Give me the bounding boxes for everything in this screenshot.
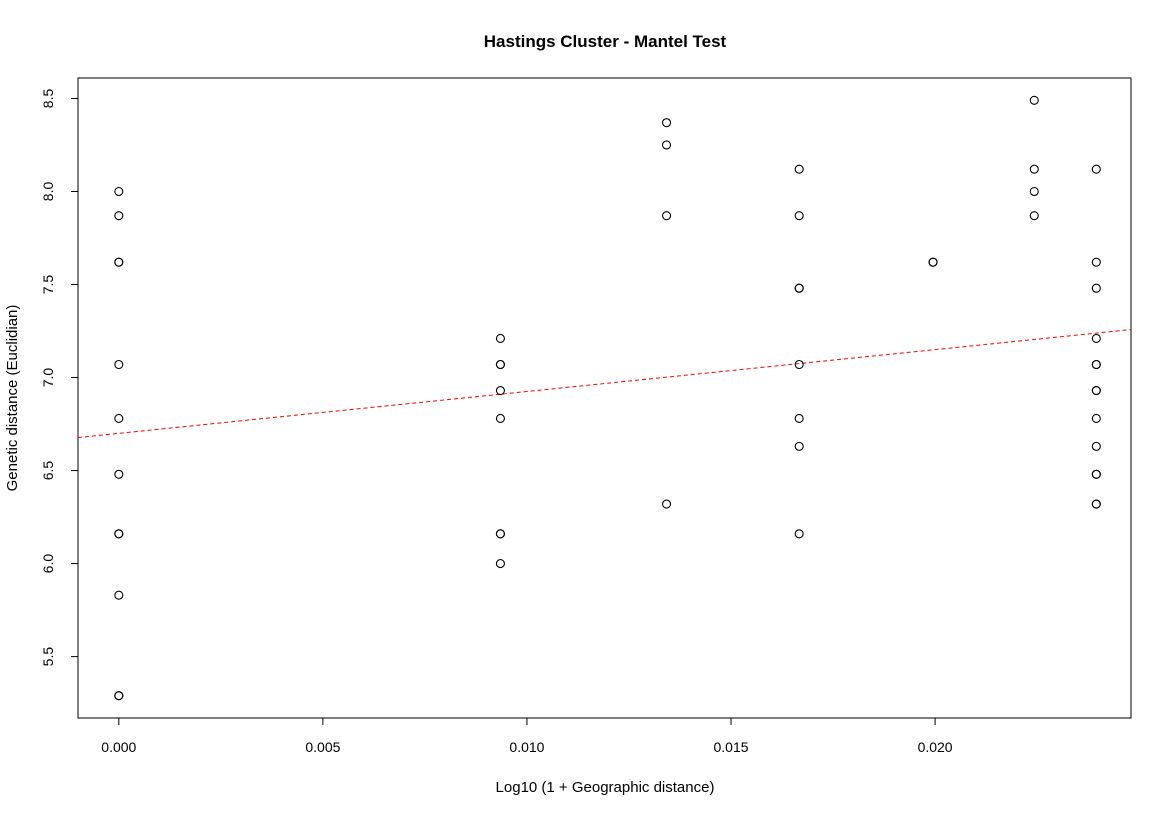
data-point [495,386,505,396]
chart-title: Hastings Cluster - Mantel Test [484,32,727,51]
data-point [661,211,672,221]
data-point [794,164,804,174]
data-point [114,359,124,370]
data-point [1091,333,1101,344]
data-point [1091,257,1101,267]
data-point [661,499,672,509]
x-axis-label: Log10 (1 + Geographic distance) [496,779,715,796]
y-tick-label: 7.5 [40,275,56,295]
y-tick-label: 5.5 [40,647,56,667]
y-tick-label: 8.0 [40,182,56,202]
y-axis: 5.5 6.0 6.5 7.0 7.5 8.0 8.5 [40,89,79,667]
data-point [1029,95,1039,105]
data-point [114,211,124,221]
y-tick-label: 8.5 [40,89,56,109]
x-tick-label: 0.000 [101,739,136,755]
data-point [794,283,804,293]
data-point [1029,186,1039,197]
y-tick-label: 6.0 [40,554,56,574]
x-tick-label: 0.005 [305,739,340,755]
data-point [114,529,124,539]
data-point [495,359,505,370]
data-point [114,413,124,424]
data-point [495,529,505,539]
data-point [661,140,672,150]
trend-line [77,329,1132,439]
data-point [1091,499,1101,509]
data-point [1091,413,1101,424]
x-tick-label: 0.010 [509,739,544,755]
data-point [1091,469,1101,479]
data-point [1091,359,1101,370]
y-tick-label: 7.0 [40,368,56,388]
data-point [495,559,505,569]
data-point [1091,164,1101,174]
plot-frame [77,77,1132,719]
x-tick-label: 0.015 [713,739,748,755]
data-point [114,469,124,479]
data-point [1029,211,1039,221]
y-tick-label: 6.5 [40,461,56,481]
data-point [114,691,124,701]
data-point [928,257,938,267]
data-point [794,359,804,370]
data-point [114,257,124,267]
data-point [1091,283,1101,293]
data-point [794,529,804,539]
data-point [495,413,505,424]
x-axis: 0.000 0.005 0.010 0.015 0.020 [101,717,953,755]
data-point [1091,441,1101,451]
trend-line-group [77,329,1132,439]
data-point [114,590,124,600]
data-point [1091,386,1101,396]
data-point [794,441,804,451]
data-point [661,118,672,128]
data-point [114,186,124,197]
y-axis-label: Genetic distance (Euclidian) [4,305,21,492]
data-point [794,211,804,221]
data-point [495,333,505,344]
data-point [794,413,804,424]
data-point [1029,164,1039,174]
x-tick-label: 0.020 [918,739,953,755]
data-points [114,95,1101,701]
